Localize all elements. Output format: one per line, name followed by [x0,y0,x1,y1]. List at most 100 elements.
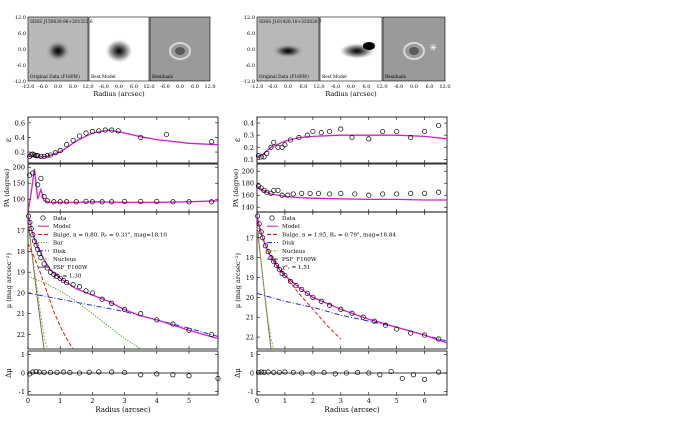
ellipticity-data-point [70,137,76,143]
profile-data-point [170,321,176,327]
profile-data-point [327,302,333,308]
legend-data-marker [269,215,275,221]
pa-y-tick-label: 160 [242,192,254,200]
pa-data-point [41,194,47,200]
profile-data-point [64,280,70,286]
galaxy-image [105,39,133,63]
legend-label: Bulge, n = 0.80, Rₑ = 0.31", mag=18.10 [53,232,167,238]
ellipticity-data-point [422,128,428,135]
y-axis-label: μ (mag arcsec⁻²) [5,252,13,308]
ellipticity-data-point [64,142,70,148]
ellipticity-data-point [115,128,121,134]
residual-data-point [436,369,442,375]
legend-label: Disk [282,241,295,247]
cutout-x-tick-label: -12.0 [22,84,35,90]
profile-data-point [109,300,115,306]
chi2-label: χ²ᵥ = 1.51 [282,264,310,271]
pa-data-point [89,199,95,205]
pa-data-point [44,198,50,204]
cutout-x-tick-label: 6.0 [69,84,77,90]
cutout-x-tick-label: 12.0 [204,84,215,90]
residual-data-point [60,369,66,375]
ellipticity-data-point [271,139,277,145]
x-tick-label: 2 [311,397,315,405]
pa-frame [256,163,448,213]
residual-data-point [321,370,327,376]
x-tick-label: 0 [255,397,259,405]
pa-data-point [99,199,105,205]
pa-data-point [38,175,44,181]
cutout-y-tick-label: 12.0 [15,15,26,21]
profile-y-tick-label: 18 [246,254,254,262]
profile-data-point [276,267,282,273]
cutout-x-tick-label: 12.0 [313,84,324,90]
y-axis-label: μ (mag arcsec⁻²) [234,252,242,308]
pa-data-point [209,199,215,205]
profile-data-point [274,263,280,269]
profile-data-point [318,298,324,304]
pa-y-tick-label: 100 [13,196,25,204]
galaxy-image [44,39,72,63]
pa-data-point [35,182,41,188]
cutout-x-tick-label: -6.0 [331,84,341,90]
pa-data-point [352,191,358,197]
legend-label: Model [282,224,300,230]
y-axis-label: ε [4,138,13,142]
cutout-x-tick-label: 0.0 [347,84,355,90]
pa-data-point [138,198,144,204]
pa-data-point [30,170,36,176]
profile-frame [256,211,448,350]
cutout-x-tick-label: 6.0 [363,84,371,90]
ellipticity-frame [256,116,448,164]
residual-data-point [282,369,288,375]
residual-data-point [122,370,128,376]
profile-data-point [258,229,264,235]
profile-data-point [28,226,34,232]
x-axis-label: Radius (arcsec) [95,406,150,414]
residual-core [175,47,185,55]
ellipticity-data-point [41,153,47,159]
x-tick-label: 2 [90,397,94,405]
ellipticity-data-point [349,135,355,141]
legend-label: Bar [53,241,63,247]
cutout-label: Original Data (F160W) [30,75,80,80]
pa-data-point [408,190,414,196]
profile-y-tick-label: 21 [246,314,254,322]
cutout-y-tick-label: -6.0 [245,63,255,69]
x-tick-label: 4 [155,397,159,405]
profile-data-point [382,322,389,328]
cutout-axis-label: Radius (arcsec) [325,90,377,98]
pa-data-point [380,191,386,197]
pa-y-tick-label: 140 [242,204,254,212]
profile-data-point [38,255,44,261]
pa-y-tick-label: 200 [242,168,254,176]
profile-data-point [338,306,344,312]
cutout-x-tick-label: 6.0 [300,84,308,90]
residual-data-point [138,372,144,378]
profile-data-point [255,213,261,219]
cutout-x-tick-label: 6.0 [191,84,199,90]
ellipticity-data-point [310,128,316,135]
pa-model-line [256,185,447,201]
legend-data-marker [40,215,46,221]
ellipticity-data-point [258,154,264,160]
residual-data-point [258,369,264,375]
cutout-x-tick-label: 6.0 [130,84,138,90]
residual-data-point [215,375,221,382]
residual-data-point [154,371,160,377]
y-axis-label: PA (degree) [3,168,11,207]
legend-label: Data [282,216,296,222]
ellipticity-data-point [102,127,108,133]
residual-ring [403,42,425,60]
pa-data-point [186,199,192,205]
ellipticity-y-tick-label: 0.1 [244,156,254,164]
residual-y-tick-label: -1 [248,388,254,396]
profile-data-point [26,213,32,219]
residual-data-point [388,368,394,375]
ellipticity-data-point [327,128,333,135]
profile-data-point [262,243,268,249]
profile-data-point [304,290,310,296]
ellipticity-data-point [138,134,144,140]
pa-data-point [109,199,115,205]
pa-data-point [51,199,57,205]
